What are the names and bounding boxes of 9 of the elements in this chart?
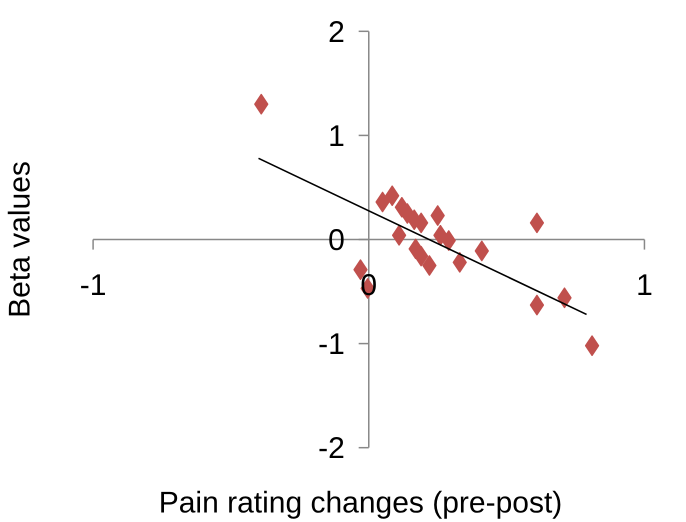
y-tick-label: 1 (328, 120, 345, 153)
y-tick-label: 0 (328, 224, 345, 257)
x-axis-title: Pain rating changes (pre-post) (158, 486, 562, 520)
x-tick-label: -1 (80, 269, 106, 302)
y-tick-label: -2 (318, 432, 345, 466)
y-tick-label: -1 (318, 328, 345, 362)
y-axis-title: Beta values (4, 161, 36, 318)
x-tick-label: 1 (636, 269, 653, 302)
y-tick-label: 2 (328, 16, 345, 49)
